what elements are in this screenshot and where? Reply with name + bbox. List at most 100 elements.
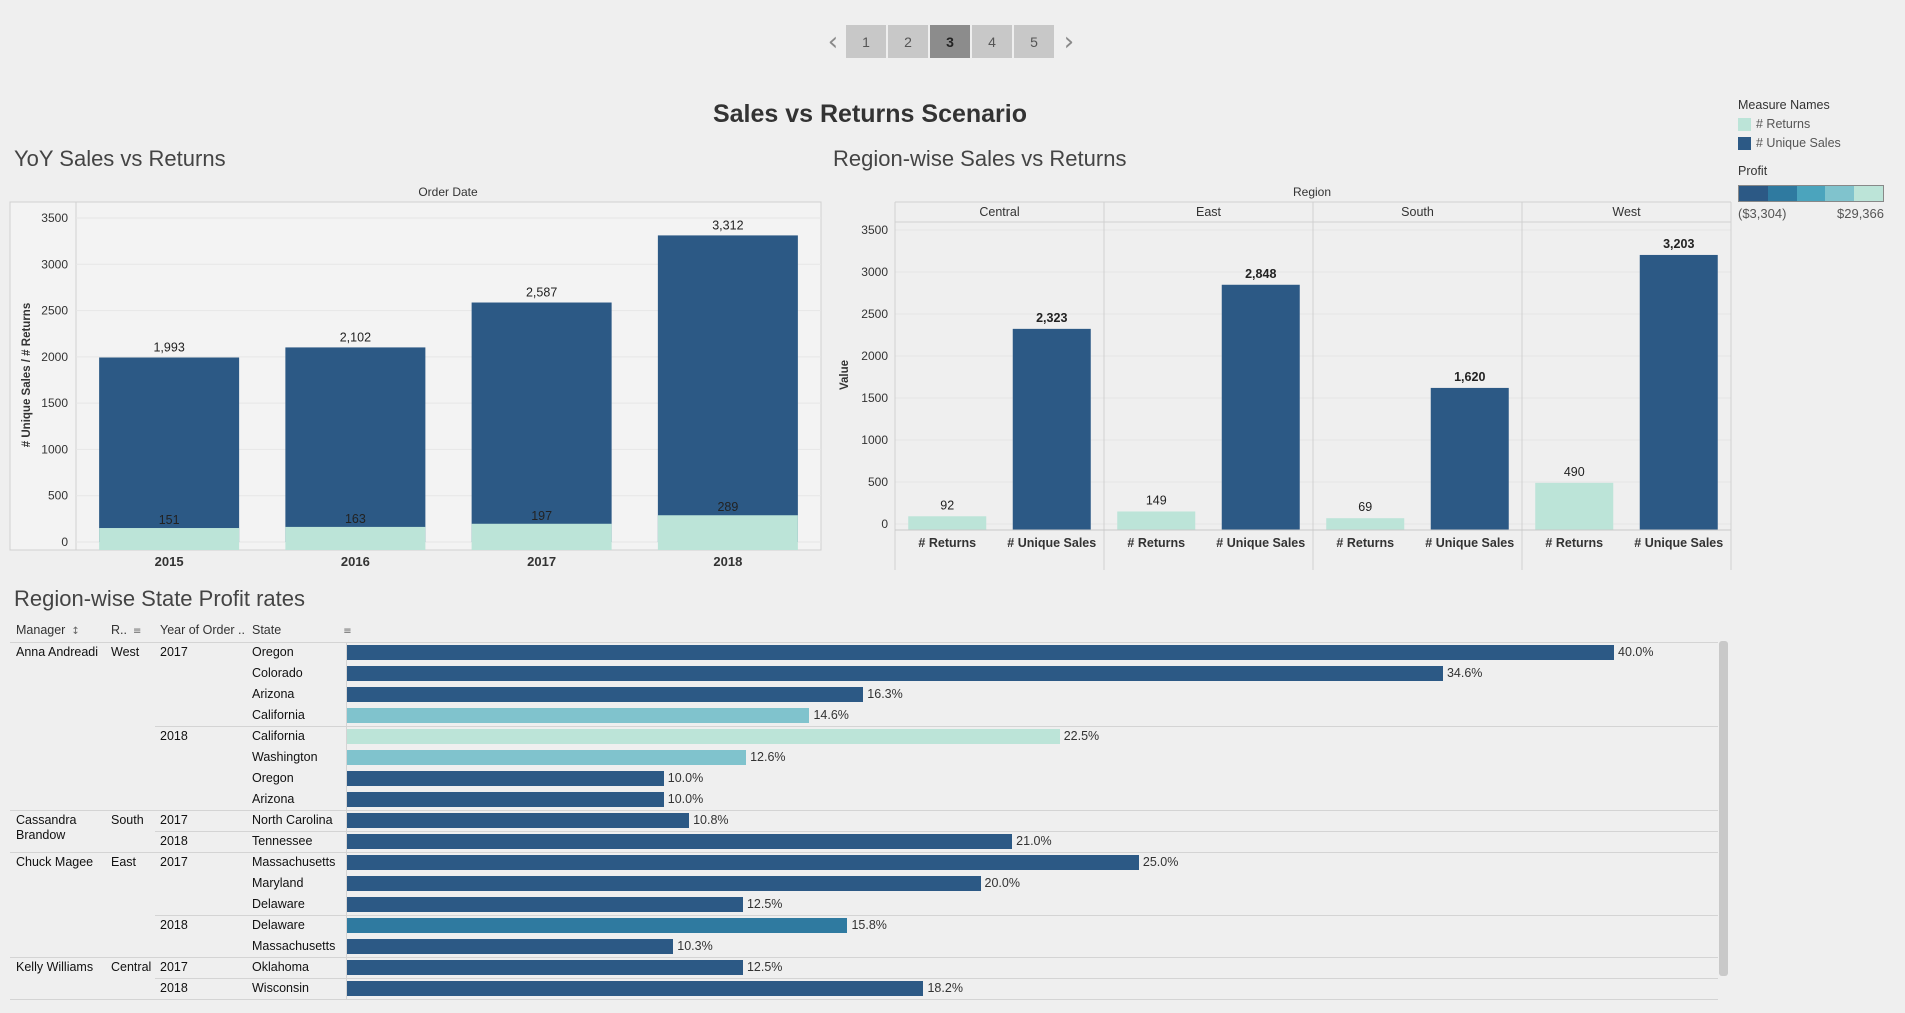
profit-rate-bar[interactable] — [347, 876, 981, 891]
data-label: 1,620 — [1454, 370, 1485, 384]
row-separator — [155, 726, 1718, 727]
vertical-scrollbar[interactable] — [1719, 641, 1728, 976]
data-label: 2,323 — [1036, 311, 1067, 325]
bar-returns — [99, 528, 240, 550]
y-tick-label: 3000 — [861, 265, 888, 279]
profit-color-ramp — [1738, 185, 1884, 202]
sort-icon[interactable]: ≡ — [132, 626, 142, 637]
region-header: East — [1196, 205, 1222, 219]
bar-unique-sales — [1012, 328, 1091, 530]
ramp-step — [1767, 186, 1797, 201]
legend-item-unique-sales[interactable]: # Unique Sales — [1738, 136, 1898, 150]
profit-rate-bar[interactable] — [347, 666, 1443, 681]
profit-rate-label: 10.8% — [693, 813, 729, 827]
profit-table-title: Region-wise State Profit rates — [14, 586, 306, 611]
profit-rate-bar[interactable] — [347, 918, 848, 933]
page-button-3[interactable]: 3 — [930, 25, 970, 58]
y-tick-label: 1500 — [861, 391, 888, 405]
profit-rate-bar[interactable] — [347, 708, 810, 723]
y-tick-label: 3500 — [861, 223, 888, 237]
region-chart-title: Region-wise Sales vs Returns — [833, 146, 1127, 171]
y-tick-label: 2000 — [41, 350, 68, 364]
legend-item-returns[interactable]: # Returns — [1738, 117, 1898, 131]
y-tick-label: 2500 — [41, 304, 68, 318]
x-tick-label: # Returns — [1336, 536, 1394, 550]
yoy-chart-title: YoY Sales vs Returns — [14, 146, 226, 171]
year-cell: 2018 — [160, 981, 188, 995]
state-cell: Wisconsin — [252, 981, 309, 995]
x-tick-label: 2016 — [341, 554, 370, 569]
x-tick-label: 2017 — [527, 554, 556, 569]
year-cell: 2017 — [160, 645, 188, 659]
y-tick-label: 500 — [48, 489, 68, 503]
data-label: 2,848 — [1245, 267, 1276, 281]
state-cell: Washington — [252, 750, 318, 764]
column-header-year[interactable]: Year of Order .. — [160, 623, 245, 637]
chevron-right-icon[interactable]: › — [1063, 26, 1075, 57]
sort-icon[interactable]: ↕ — [71, 626, 80, 637]
page-button-5[interactable]: 5 — [1014, 25, 1054, 58]
year-cell: 2017 — [160, 855, 188, 869]
profit-rate-bar[interactable] — [347, 771, 664, 786]
profit-rate-label: 10.0% — [667, 771, 704, 785]
y-tick-label: 0 — [61, 535, 68, 549]
manager-cell: Kelly Williams — [16, 960, 94, 974]
x-tick-label: 2018 — [713, 554, 742, 569]
column-header-region[interactable]: R.. ≡ — [111, 623, 142, 637]
profit-rate-label: 40.0% — [1618, 645, 1654, 659]
state-cell: Colorado — [252, 666, 303, 680]
legend-swatch — [1738, 136, 1751, 150]
profit-rate-bar[interactable] — [347, 750, 747, 765]
bar-returns — [657, 515, 798, 550]
legend: Measure Names # Returns # Unique Sales P… — [1738, 98, 1898, 221]
data-label: 3,203 — [1663, 237, 1694, 251]
row-separator — [10, 999, 1718, 1000]
bar-unique-sales — [471, 302, 612, 542]
data-label: 163 — [345, 512, 366, 526]
data-label: 151 — [159, 513, 180, 527]
x-tick-label: 2015 — [155, 554, 184, 569]
page-button-2[interactable]: 2 — [888, 25, 928, 58]
year-cell: 2018 — [160, 834, 188, 848]
column-header-state[interactable]: State ≡ — [252, 623, 352, 637]
data-label: 289 — [717, 500, 738, 514]
y-tick-label: 2000 — [861, 349, 888, 363]
profit-rate-bar[interactable] — [347, 981, 924, 996]
profit-rate-bar[interactable] — [347, 897, 743, 912]
profit-rate-bar[interactable] — [347, 834, 1013, 849]
column-header: Order Date — [418, 185, 478, 199]
state-cell: California — [252, 729, 305, 743]
profit-rate-bar[interactable] — [347, 729, 1060, 744]
region-cell: Central — [111, 960, 152, 974]
column-header-manager[interactable]: Manager ↕ — [16, 623, 80, 637]
profit-rate-bar[interactable] — [347, 813, 690, 828]
profit-rate-bar[interactable] — [347, 855, 1139, 870]
page-button-4[interactable]: 4 — [972, 25, 1012, 58]
sort-icon[interactable]: ≡ — [343, 626, 352, 637]
row-separator — [10, 957, 1718, 958]
row-separator — [155, 831, 1718, 832]
x-tick-label: # Returns — [1545, 536, 1603, 550]
profit-rate-bar[interactable] — [347, 960, 743, 975]
bar-axis-line — [346, 642, 347, 999]
profit-rate-bar[interactable] — [347, 792, 664, 807]
state-cell: California — [252, 708, 305, 722]
profit-rate-bar[interactable] — [347, 939, 674, 954]
legend-label: # Returns — [1756, 117, 1811, 131]
profit-rate-label: 14.6% — [813, 708, 849, 722]
profit-rate-bar[interactable] — [347, 687, 864, 702]
y-tick-label: 500 — [868, 475, 888, 489]
legend-swatch — [1738, 117, 1751, 131]
data-label: 92 — [940, 498, 954, 512]
state-cell: Delaware — [252, 918, 305, 932]
profit-rate-bar[interactable] — [347, 645, 1614, 660]
ramp-step — [1854, 186, 1883, 201]
page-button-1[interactable]: 1 — [846, 25, 886, 58]
profit-min: ($3,304) — [1738, 206, 1787, 221]
y-tick-label: 3000 — [41, 257, 68, 271]
ramp-step — [1825, 186, 1855, 201]
row-separator — [155, 915, 1718, 916]
chevron-left-icon[interactable]: ‹ — [827, 26, 839, 57]
